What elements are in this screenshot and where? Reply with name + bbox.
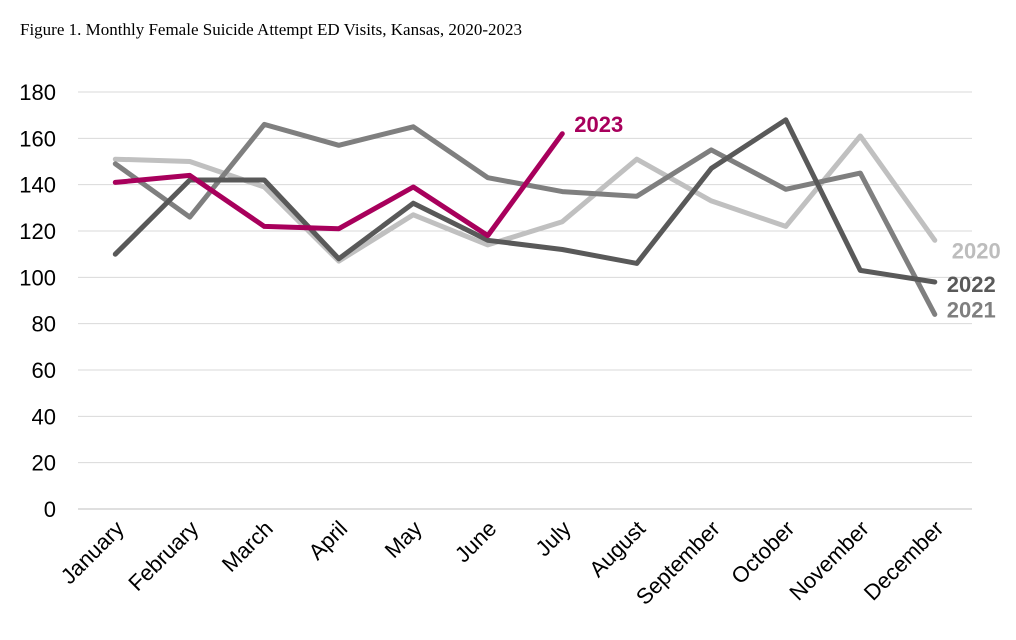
y-axis-ticks: 0 20 40 60 80 100 120 140 160 180 [19, 80, 56, 522]
y-tick-label: 20 [32, 451, 56, 476]
series-line-2023 [112, 131, 565, 239]
series-label-2022: 2022 [947, 272, 996, 297]
chart-title: Figure 1. Monthly Female Suicide Attempt… [20, 20, 523, 39]
x-tick-label: March [217, 516, 278, 577]
x-tick-label: August [584, 516, 650, 582]
gridlines [78, 91, 972, 510]
y-tick-label: 40 [32, 404, 56, 429]
x-tick-label: October [726, 516, 799, 589]
y-tick-label: 180 [19, 80, 56, 105]
x-tick-label: June [450, 516, 501, 567]
x-tick-label: May [380, 516, 427, 563]
series-label-2020: 2020 [952, 238, 1001, 263]
series-label-2021: 2021 [947, 297, 996, 322]
x-tick-label: April [303, 516, 352, 565]
series-label-2023: 2023 [574, 112, 623, 137]
y-tick-label: 60 [32, 358, 56, 383]
y-tick-label: 80 [32, 312, 56, 337]
series-lines [112, 117, 938, 317]
y-tick-label: 100 [19, 265, 56, 290]
y-tick-label: 160 [19, 126, 56, 151]
x-tick-label: November [784, 516, 873, 605]
series-line-2022 [112, 117, 938, 285]
x-tick-label: January [56, 516, 129, 589]
series-line-2020 [112, 133, 938, 264]
x-tick-label: February [123, 516, 203, 596]
x-tick-label: December [859, 516, 948, 605]
y-tick-label: 120 [19, 219, 56, 244]
series-line-2021 [112, 121, 938, 317]
x-tick-label: July [530, 516, 575, 561]
y-tick-label: 0 [44, 497, 56, 522]
y-tick-label: 140 [19, 173, 56, 198]
